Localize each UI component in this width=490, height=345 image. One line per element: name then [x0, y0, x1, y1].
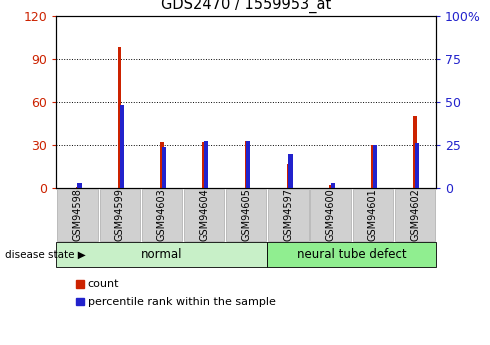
- Title: GDS2470 / 1559953_at: GDS2470 / 1559953_at: [161, 0, 331, 13]
- Text: GSM94601: GSM94601: [368, 188, 378, 241]
- Text: GSM94597: GSM94597: [283, 188, 294, 241]
- Bar: [415, 143, 419, 188]
- Bar: [331, 183, 335, 188]
- Bar: [162, 147, 166, 188]
- Bar: [329, 185, 332, 188]
- Bar: [204, 141, 208, 188]
- Bar: [202, 142, 206, 188]
- Text: count: count: [88, 279, 119, 289]
- Bar: [118, 47, 122, 188]
- Bar: [287, 164, 290, 188]
- Text: GSM94605: GSM94605: [241, 188, 251, 241]
- Bar: [120, 105, 124, 188]
- Bar: [160, 142, 164, 188]
- Text: GSM94604: GSM94604: [199, 188, 209, 241]
- Bar: [289, 154, 293, 188]
- Bar: [76, 187, 79, 188]
- Text: GSM94599: GSM94599: [115, 188, 124, 241]
- Text: GSM94602: GSM94602: [410, 188, 420, 241]
- Text: GSM94598: GSM94598: [73, 188, 82, 241]
- Bar: [77, 183, 82, 188]
- Bar: [373, 145, 377, 188]
- Text: disease state ▶: disease state ▶: [5, 249, 86, 259]
- Text: percentile rank within the sample: percentile rank within the sample: [88, 297, 275, 306]
- Bar: [371, 145, 374, 188]
- Text: GSM94603: GSM94603: [157, 188, 167, 241]
- Text: neural tube defect: neural tube defect: [297, 248, 407, 261]
- Bar: [245, 141, 248, 188]
- Text: GSM94600: GSM94600: [326, 188, 336, 241]
- Bar: [246, 141, 250, 188]
- Text: normal: normal: [141, 248, 183, 261]
- Bar: [414, 116, 416, 188]
